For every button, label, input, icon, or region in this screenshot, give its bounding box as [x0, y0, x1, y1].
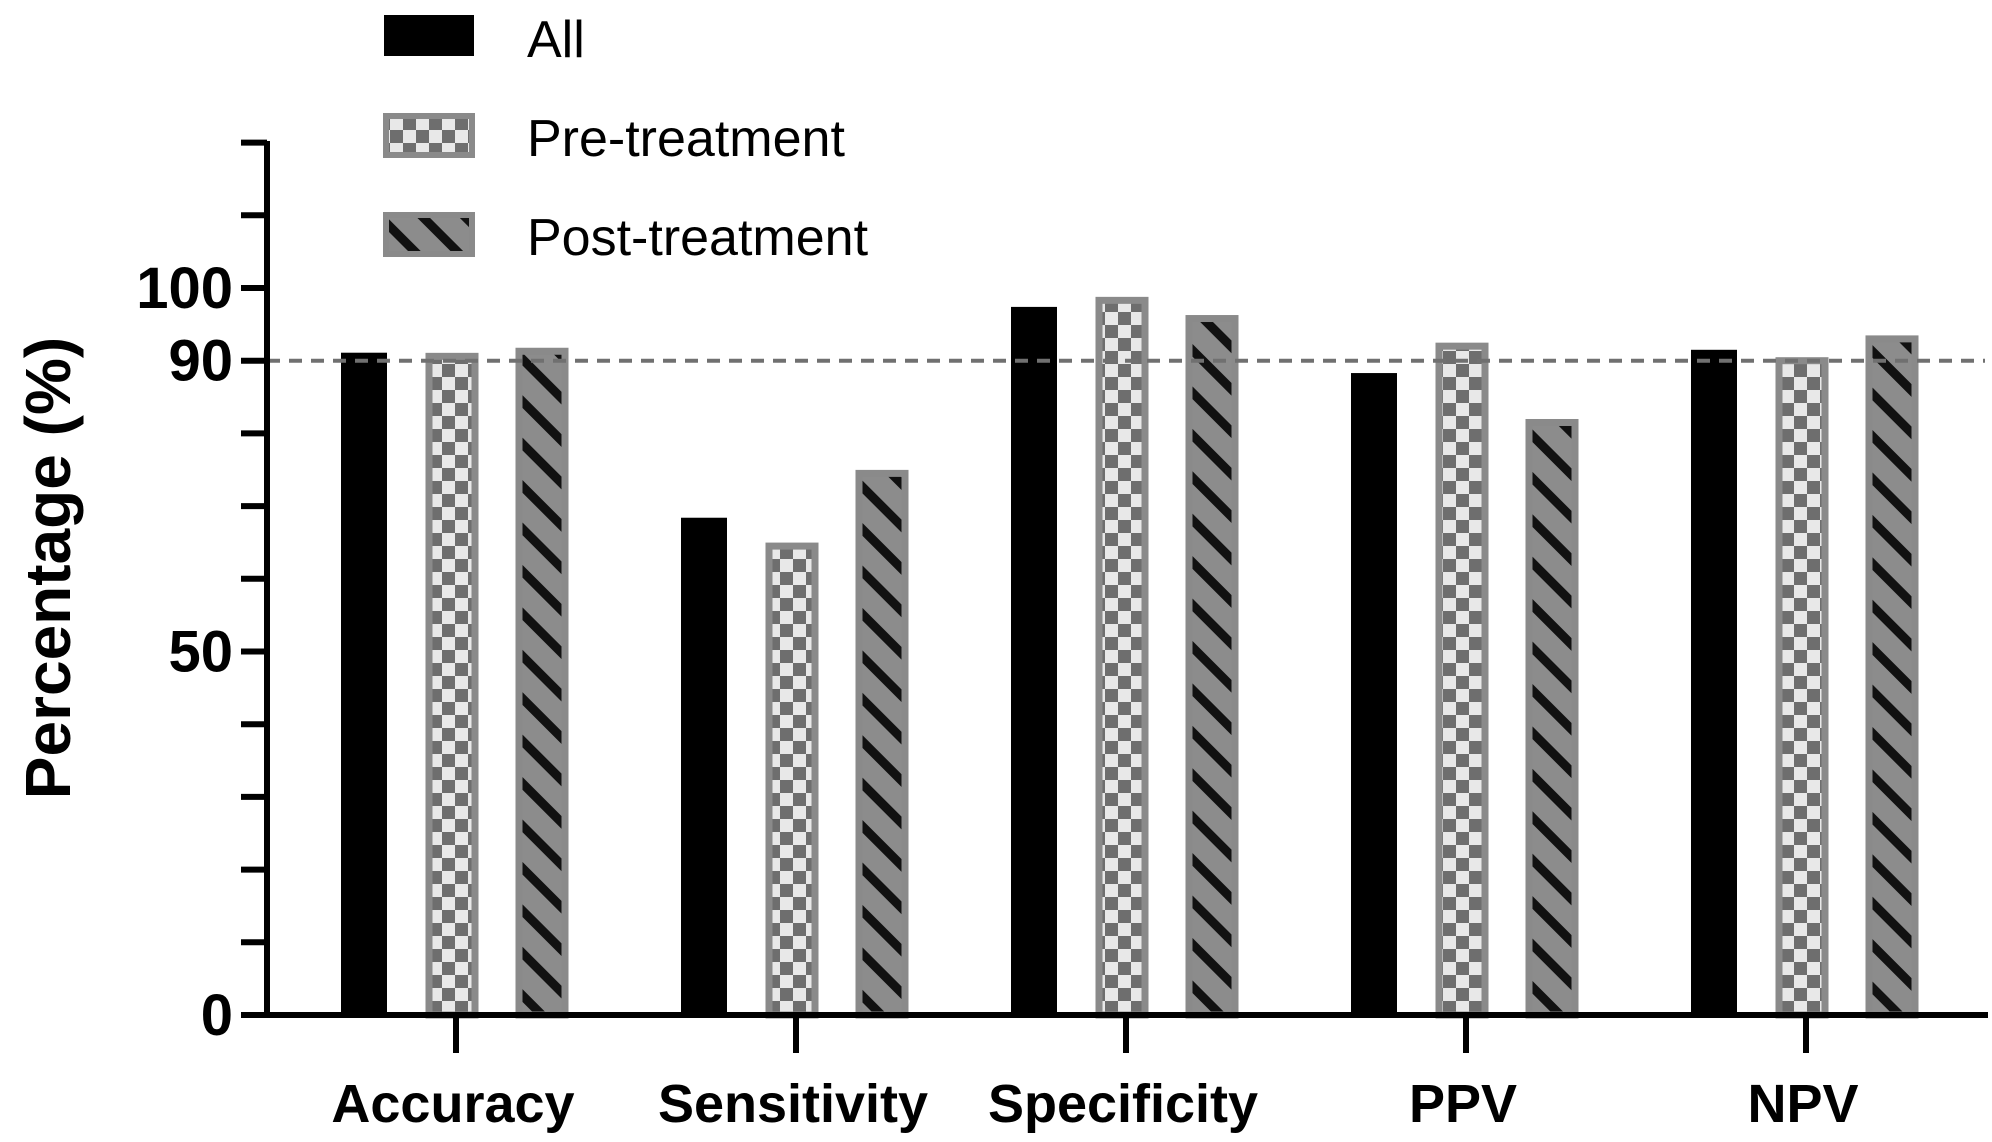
bar-all-accuracy — [341, 352, 387, 1015]
legend-label-all: All — [527, 11, 585, 69]
x-tick-label-specificity: Specificity — [988, 1074, 1258, 1134]
x-tick-label-accuracy: Accuracy — [331, 1074, 574, 1134]
bar-post-treatment-npv — [1865, 335, 1919, 1019]
legend-swatch-post-treatment — [383, 212, 475, 257]
bar-post-treatment-accuracy — [515, 347, 569, 1019]
y-tick-label: 50 — [168, 620, 233, 685]
bar-pre-treatment-accuracy — [425, 352, 479, 1019]
bar-pre-treatment-npv — [1775, 357, 1829, 1019]
bar-post-treatment-specificity — [1185, 315, 1239, 1019]
y-ticks: 0 50 90 100 — [136, 139, 267, 1048]
bar-all-specificity — [1011, 306, 1057, 1016]
bar-post-treatment-ppv — [1525, 418, 1579, 1019]
legend-swatch-pre-treatment — [383, 113, 475, 158]
bars-layer — [341, 296, 1919, 1019]
legend-label-post-treatment: Post-treatment — [527, 209, 869, 267]
bar-pre-treatment-ppv — [1435, 342, 1489, 1019]
bar-pre-treatment-specificity — [1095, 296, 1149, 1019]
bar-pre-treatment-sensitivity — [765, 542, 819, 1019]
x-tick-label-sensitivity: Sensitivity — [658, 1074, 928, 1134]
y-tick-label: 90 — [168, 329, 233, 394]
legend-swatch-all — [384, 15, 474, 56]
y-tick-label: 0 — [201, 983, 233, 1048]
y-tick-label: 100 — [136, 256, 233, 321]
x-tick-label-ppv: PPV — [1409, 1074, 1517, 1134]
x-tick-label-npv: NPV — [1747, 1074, 1858, 1134]
legend-label-pre-treatment: Pre-treatment — [527, 110, 845, 168]
bar-all-ppv — [1351, 373, 1397, 1016]
bar-post-treatment-sensitivity — [855, 469, 909, 1019]
bar-all-npv — [1691, 349, 1737, 1015]
y-axis-title: Percentage (%) — [12, 337, 84, 799]
x-ticks: Accuracy Sensitivity Specificity PPV NPV — [331, 1015, 1859, 1134]
bar-all-sensitivity — [681, 517, 727, 1015]
legend: All Pre-treatment Post-treatment — [383, 11, 869, 267]
